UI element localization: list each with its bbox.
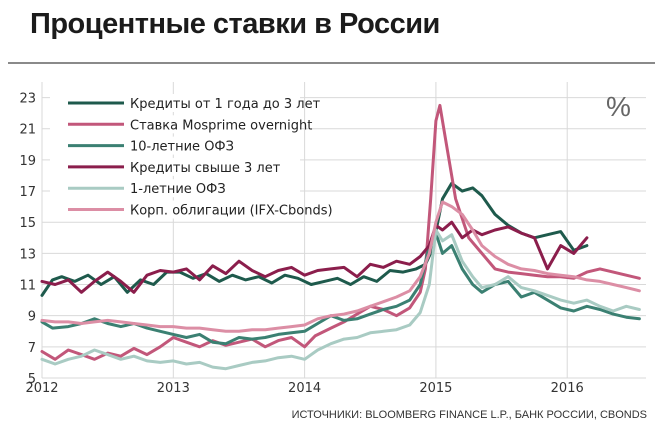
y-tick-label: 15 [19, 216, 36, 231]
x-tick-label: 2015 [419, 381, 452, 396]
legend-bg [50, 136, 300, 155]
legend-bg [50, 200, 300, 219]
legend-bg [50, 94, 300, 112]
y-tick-label: 13 [19, 247, 36, 262]
legend-label: Кредиты свыше 3 лет [130, 161, 281, 176]
y-tick-label: 7 [28, 341, 36, 356]
legend-bg [50, 157, 300, 176]
legend-bg [50, 179, 300, 198]
source-note: ИСТОЧНИКИ: BLOOMBERG FINANCE L.P., БАНК … [292, 409, 647, 421]
series-line-4 [40, 220, 589, 294]
chart-title: Процентные ставки в России [30, 8, 440, 40]
series-line-1 [40, 181, 589, 297]
legend-label: 1-летние ОФЗ [130, 182, 226, 197]
x-tick-label: 2013 [157, 381, 190, 396]
legend-label: 10-летние ОФЗ [130, 140, 234, 155]
y-tick-label: 21 [19, 123, 36, 138]
y-tick-label: 19 [19, 154, 36, 169]
y-tick-label: 9 [28, 310, 36, 325]
unit-label: % [606, 91, 631, 122]
x-axis-ticks: 2012 2013 2014 2015 2016 [25, 381, 583, 396]
y-axis-ticks: 5 7 9 11 13 15 17 19 21 23 [19, 92, 36, 387]
x-tick-label: 2014 [288, 381, 321, 396]
series-line-6 [40, 200, 641, 333]
x-tick-label: 2012 [25, 381, 58, 396]
y-tick-label: 5 [28, 372, 36, 387]
legend-label: Корп. облигации (IFX-Cbonds) [130, 204, 333, 219]
y-tick-label: 17 [19, 185, 36, 200]
x-tick-label: 2016 [551, 381, 584, 396]
series-line-5 [40, 228, 641, 371]
grid [41, 82, 646, 379]
legend-label: Ставка Mosprime overnight [130, 118, 312, 133]
legend-bg [50, 115, 300, 134]
series-lines [40, 103, 641, 371]
legend-label: Кредиты от 1 года до 3 лет [130, 97, 321, 112]
legend: Кредиты от 1 года до 3 лет Ставка Mosprim… [50, 94, 333, 219]
y-tick-label: 23 [19, 92, 36, 107]
y-tick-label: 11 [19, 279, 36, 294]
